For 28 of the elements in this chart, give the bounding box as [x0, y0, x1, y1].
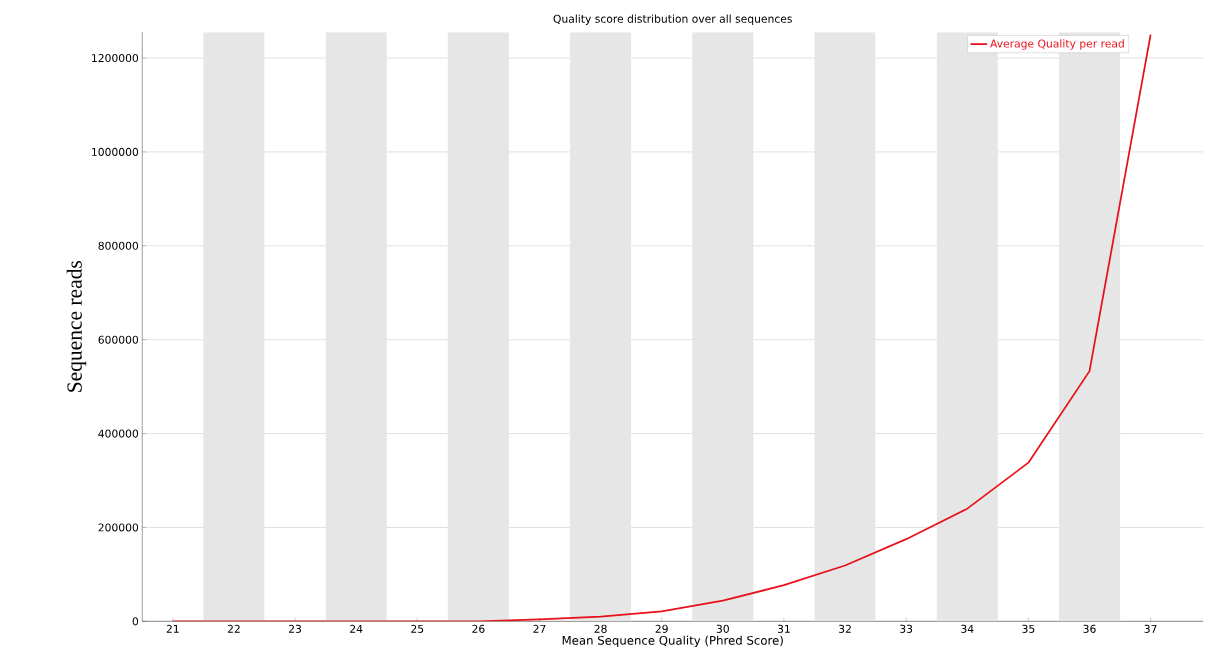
y-tick-label: 1200000 [92, 53, 139, 62]
y-tick-label: 400000 [98, 429, 139, 438]
x-tick-label: 21 [166, 624, 179, 633]
x-tick-label: 25 [411, 624, 424, 633]
x-tick-label: 31 [777, 624, 790, 633]
x-tick-label: 30 [716, 624, 729, 633]
x-tick-label: 32 [839, 624, 851, 633]
x-tick-label: 23 [288, 624, 302, 633]
y-tick-label: 200000 [98, 523, 139, 532]
x-axis-title: Mean Sequence Quality (Phred Score) [562, 635, 783, 647]
y-tick-label: 600000 [98, 335, 139, 344]
y-axis-title: Sequence reads [66, 260, 87, 392]
chart-title: Quality score distribution over all sequences [553, 14, 792, 25]
x-tick-label: 33 [900, 624, 913, 633]
y-tick-label: 0 [132, 617, 139, 626]
x-tick-label: 36 [1083, 624, 1096, 633]
x-tick-label: 27 [533, 624, 546, 633]
x-tick-label: 26 [472, 624, 485, 633]
y-tick-label: 1000000 [92, 147, 139, 156]
legend-label: Average Quality per read [990, 39, 1124, 50]
x-tick-label: 34 [961, 624, 974, 633]
x-tick-label: 28 [594, 624, 607, 633]
x-tick-label: 37 [1144, 624, 1157, 633]
x-tick-label: 29 [655, 624, 668, 633]
x-tick-label: 22 [227, 624, 240, 633]
x-tick-label: 24 [350, 624, 363, 633]
x-tick-label: 35 [1022, 624, 1035, 633]
y-tick-label: 800000 [98, 241, 139, 250]
